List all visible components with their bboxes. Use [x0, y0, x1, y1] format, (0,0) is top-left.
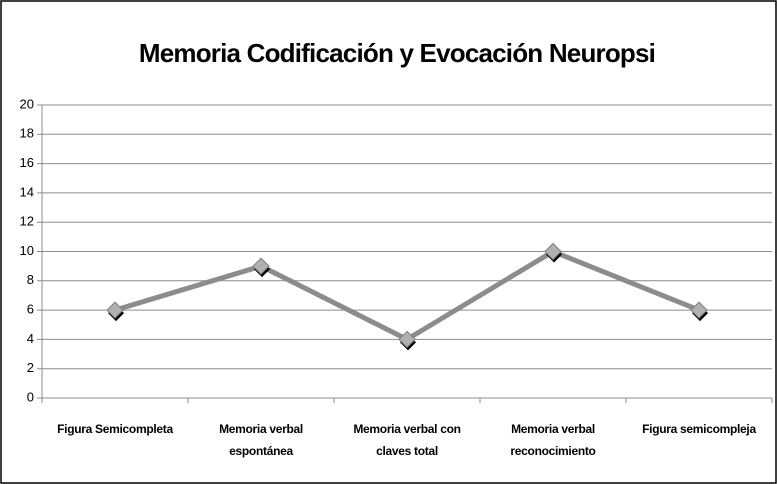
y-tick-label: 20 [20, 96, 34, 111]
y-tick-label: 4 [27, 331, 34, 346]
chart-title: Memoria Codificación y Evocación Neurops… [139, 38, 655, 68]
y-tick-label: 6 [27, 302, 34, 317]
x-tick-label: Figura Semicompleta [57, 422, 173, 436]
y-tick-label: 18 [20, 126, 34, 141]
y-tick-label: 14 [20, 184, 34, 199]
x-tick-label: Memoria verbal reconocimiento [510, 422, 596, 458]
y-tick-label: 8 [27, 272, 34, 287]
y-tick-label: 2 [27, 360, 34, 375]
marker [398, 330, 416, 349]
y-tick-label: 0 [27, 389, 34, 404]
y-tick-label: 10 [20, 243, 34, 258]
y-tick-label: 16 [20, 155, 34, 170]
marker [106, 301, 124, 319]
y-tick-label: 12 [20, 214, 34, 229]
x-tick-label: Memoria verbal espontánea [219, 422, 303, 458]
marker [690, 301, 708, 319]
x-tick-label: Memoria verbal con claves total [353, 422, 461, 458]
marker [252, 257, 270, 275]
marker [544, 242, 562, 261]
x-tick-label: Figura semicompleja [642, 422, 756, 436]
